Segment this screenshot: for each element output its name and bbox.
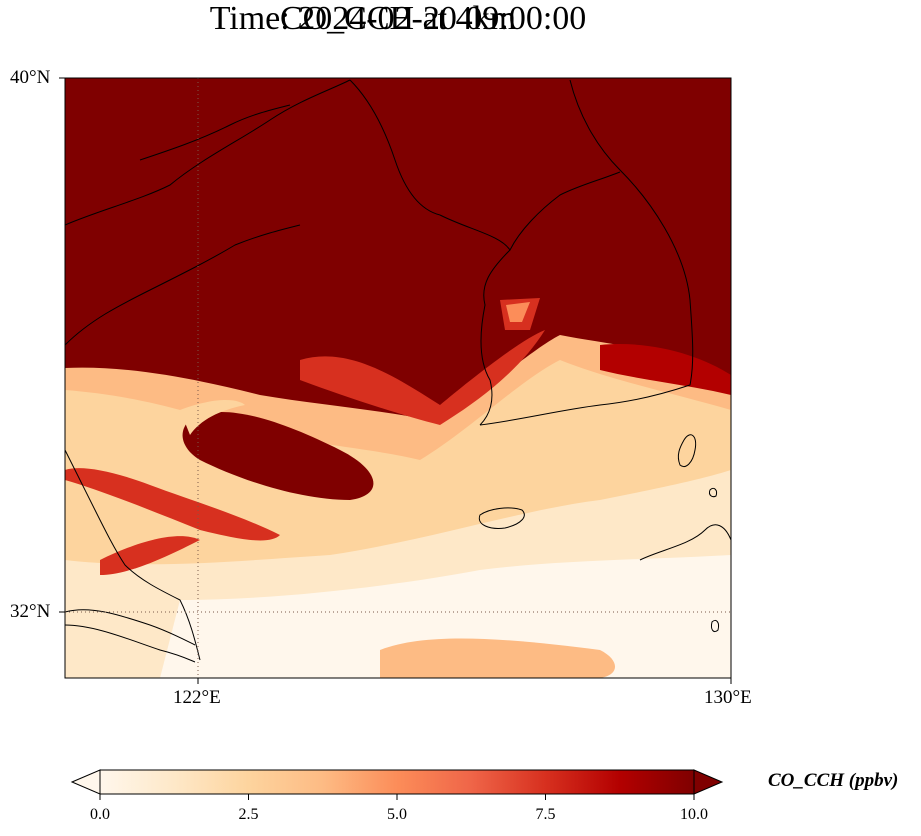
coastline-korea-east — [479, 79, 694, 426]
colorbar-units-label: CO_CCH (ppbv) — [768, 770, 899, 791]
plume-edge-highlight — [180, 400, 245, 435]
small-island-1 — [709, 487, 717, 498]
transition-zone-2 — [600, 344, 731, 395]
lat-tick-label-32: 32°N — [10, 601, 51, 622]
gridlines — [65, 78, 731, 678]
title-line-2: Time: 2024-02-20 09:00:00 — [209, 0, 587, 37]
small-island-2 — [711, 619, 719, 633]
coastline-peninsula-north — [139, 104, 291, 161]
lon-tick-label-122: 122°E — [173, 687, 221, 708]
coastline-china-east — [65, 449, 201, 661]
colorbar-ticks — [99, 794, 695, 800]
lowest-concentration-zone — [160, 555, 731, 678]
coastline-north-china — [65, 79, 351, 226]
colorbar-label-1: 2.5 — [238, 806, 259, 823]
lat-tick-label-40: 40°N — [10, 67, 51, 88]
coastline-korea-west — [439, 214, 511, 426]
colorbar-label-0: 0.0 — [90, 806, 110, 823]
small-orange-patch — [506, 302, 530, 322]
colorbar-gradient — [99, 769, 695, 795]
jeju-island — [478, 507, 525, 529]
axis-ticks — [59, 77, 732, 684]
coastline-gulf — [349, 79, 441, 216]
coastline-shandong — [65, 224, 301, 346]
coastline-yangtze-north — [65, 609, 196, 646]
title-line-1: CO_CCH at 4km — [279, 0, 517, 37]
colorbar-extend-max — [693, 769, 724, 795]
colorbar — [70, 769, 724, 800]
map-frame — [64, 77, 732, 679]
coastline-yangtze-south — [65, 624, 196, 663]
colorbar-label-2: 5.0 — [387, 806, 407, 823]
colorbar-extend-min — [70, 769, 101, 795]
tsushima-island — [677, 434, 697, 467]
coastline-korea-north — [509, 171, 621, 251]
south-orange-patch — [380, 638, 615, 678]
transition-zone-3 — [65, 468, 280, 541]
transition-zone-1 — [300, 330, 545, 425]
lon-tick-label-130: 130°E — [704, 687, 752, 708]
concentration-field — [65, 78, 731, 678]
coastline-kyushu — [639, 524, 731, 561]
coastlines — [65, 79, 731, 663]
embedded-high-concentration-plume — [182, 411, 374, 500]
colorbar-label-3: 7.5 — [535, 806, 556, 823]
colorbar-label-4: 10.0 — [680, 806, 708, 823]
